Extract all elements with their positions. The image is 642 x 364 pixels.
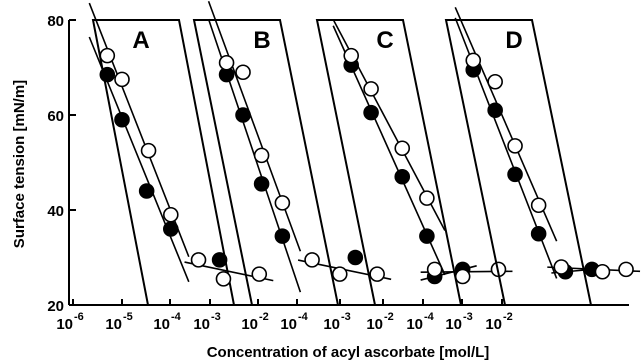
open-marker (363, 81, 379, 97)
open-marker (140, 142, 157, 159)
filled-marker (138, 183, 155, 199)
panels: A B C D (88, 0, 641, 306)
open-marker (487, 73, 503, 90)
x-tick-label: 10 (485, 316, 502, 333)
filled-marker (530, 225, 547, 242)
open-marker (99, 47, 116, 64)
x-tick-exponent: -2 (384, 311, 394, 323)
open-marker (218, 54, 235, 71)
open-marker (618, 261, 634, 278)
y-tick-label: 40 (47, 203, 64, 220)
x-tick-label: 10 (445, 316, 462, 333)
x-tick-label: 10 (241, 316, 258, 333)
x-tick-label: 10 (323, 316, 340, 333)
open-marker (553, 259, 570, 275)
x-tick-exponent: -4 (424, 311, 435, 323)
open-marker (594, 263, 611, 280)
open-marker (454, 268, 471, 285)
x-tick-exponent: -3 (341, 311, 351, 323)
open-marker (465, 52, 482, 69)
y-tick-label: 20 (47, 298, 64, 315)
y-axis-title: Surface tension [mN/m] (11, 80, 28, 248)
open-marker (394, 140, 411, 157)
filled-marker (347, 249, 364, 266)
open-marker (190, 252, 207, 268)
y-tick-label: 60 (47, 108, 64, 125)
x-tick-label: 10 (280, 316, 297, 333)
x-tick-exponent: -4 (298, 311, 309, 323)
filled-marker (253, 176, 270, 192)
panel-c: C (315, 19, 513, 306)
panel-frame (192, 19, 340, 306)
filled-marker (163, 221, 179, 237)
panel-label: D (505, 27, 522, 54)
y-axis: 20 40 60 80 (47, 13, 76, 315)
x-tick-exponent: -2 (259, 311, 269, 323)
open-marker (419, 190, 435, 206)
x-axis-title: Concentration of acyl ascorbate [mol/L] (207, 344, 490, 361)
panel-frame (315, 19, 463, 306)
filled-marker (114, 111, 130, 128)
open-marker (215, 271, 232, 287)
filled-marker (235, 107, 251, 123)
panel-label: C (376, 27, 393, 54)
panel-b: B (192, 0, 392, 306)
x-tick-exponent: -3 (211, 311, 221, 323)
open-marker (163, 206, 179, 223)
panel-label: A (132, 27, 149, 54)
x-tick-label: 10 (56, 316, 73, 333)
x-tick-label: 10 (406, 316, 423, 333)
open-marker (426, 261, 443, 278)
panel-frame (444, 19, 593, 306)
filled-marker (274, 228, 291, 244)
x-tick-label: 10 (366, 316, 383, 333)
x-tick-label: 10 (105, 316, 122, 333)
open-marker (331, 266, 348, 282)
y-tick-label: 80 (47, 13, 64, 30)
filled-marker (394, 168, 411, 185)
open-marker (274, 195, 291, 211)
filled-marker (419, 228, 435, 244)
open-marker (369, 266, 385, 282)
open-marker (253, 147, 270, 164)
filled-marker (507, 166, 523, 183)
filled-marker (99, 66, 116, 83)
filled-marker (487, 102, 503, 119)
open-marker (343, 47, 360, 64)
open-marker (530, 197, 547, 214)
open-marker (235, 64, 251, 81)
panel-frame (91, 19, 236, 306)
panel-d: D (444, 7, 641, 306)
x-tick-exponent: -6 (74, 311, 84, 323)
x-tick-exponent: -3 (463, 311, 473, 323)
panel-label: B (253, 27, 270, 54)
x-tick-label: 10 (193, 316, 210, 333)
x-tick-exponent: -5 (123, 311, 133, 323)
x-tick-exponent: -4 (171, 311, 182, 323)
open-marker (507, 138, 523, 154)
panel-a: A (88, 2, 274, 306)
open-marker (304, 252, 320, 268)
filled-marker (211, 252, 228, 268)
x-tick-exponent: -2 (503, 311, 513, 323)
x-tick-label: 10 (153, 316, 170, 333)
filled-marker (363, 104, 379, 121)
open-marker (251, 266, 268, 282)
open-marker (114, 71, 130, 88)
